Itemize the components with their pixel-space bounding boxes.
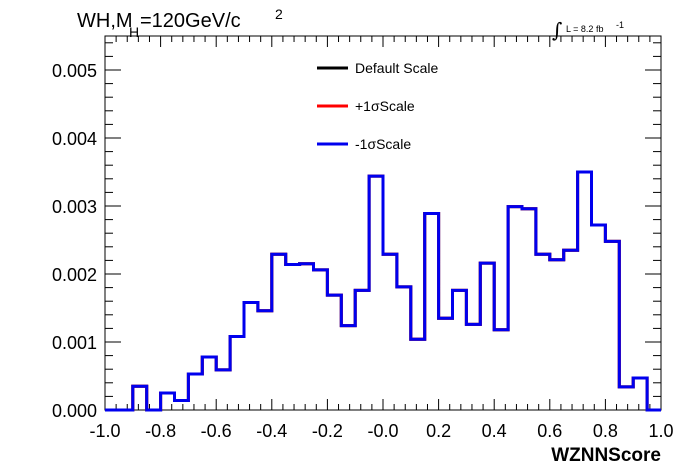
x-tick-label: 0.4 — [482, 421, 507, 441]
x-tick-label: 0.2 — [426, 421, 451, 441]
x-axis-title: WZNNScore — [551, 445, 661, 466]
title-main: WH,M — [77, 10, 133, 32]
luminosity-superscript: -1 — [616, 20, 624, 30]
legend-label-plus1sigmascale: +1σScale — [355, 98, 415, 114]
chart-title: WH,M H =120GeV/c 2 — [77, 6, 283, 40]
integral-symbol: ∫ — [552, 18, 562, 42]
legend: Default Scale +1σScale -1σScale — [317, 60, 438, 152]
x-tick-label: 0.6 — [537, 421, 562, 441]
title-rest: =120GeV/c — [140, 10, 241, 32]
title-superscript: 2 — [275, 6, 283, 22]
x-tick-label: -0.4 — [256, 421, 287, 441]
axes: -1.0 -0.8 -0.6 -0.4 -0.2 -0.0 0.2 0.4 0.6 0.8 1.0 0… — [52, 36, 674, 441]
x-tick-label: -1.0 — [89, 421, 120, 441]
series-line-minus1sigmascale — [105, 170, 661, 412]
legend-label-minus1sigmascale: -1σScale — [355, 136, 411, 152]
y-tick-label: 0.005 — [52, 61, 97, 81]
x-tick-label: -0.6 — [201, 421, 232, 441]
y-tick-label: 0.000 — [52, 401, 97, 421]
x-tick-label: 0.8 — [593, 421, 618, 441]
y-tick-label: 0.003 — [52, 197, 97, 217]
x-tick-label: -0.2 — [312, 421, 343, 441]
y-tick-label: 0.001 — [52, 333, 97, 353]
x-tick-label: 1.0 — [648, 421, 673, 441]
x-tick-label: -0.0 — [367, 421, 398, 441]
luminosity-text: L = 8.2 fb — [566, 24, 603, 34]
series-layer — [105, 170, 661, 412]
title-subscript: H — [129, 24, 139, 40]
luminosity-label: ∫ L = 8.2 fb -1 — [552, 18, 624, 42]
legend-label-default-scale: Default Scale — [355, 60, 438, 76]
y-tick-label: 0.002 — [52, 265, 97, 285]
x-tick-label: -0.8 — [145, 421, 176, 441]
y-tick-label: 0.004 — [52, 129, 97, 149]
